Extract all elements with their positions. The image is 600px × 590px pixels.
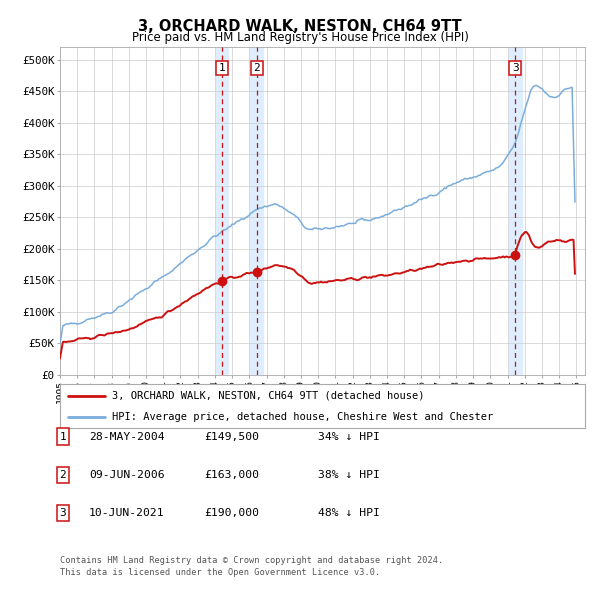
Text: 1: 1 <box>59 432 67 441</box>
Text: HPI: Average price, detached house, Cheshire West and Chester: HPI: Average price, detached house, Ches… <box>113 412 494 422</box>
Text: 2: 2 <box>254 63 260 73</box>
Text: Contains HM Land Registry data © Crown copyright and database right 2024.: Contains HM Land Registry data © Crown c… <box>60 556 443 565</box>
Bar <box>250 47 263 375</box>
Bar <box>509 47 521 375</box>
Text: 3, ORCHARD WALK, NESTON, CH64 9TT (detached house): 3, ORCHARD WALK, NESTON, CH64 9TT (detac… <box>113 391 425 401</box>
Text: 34% ↓ HPI: 34% ↓ HPI <box>318 432 380 441</box>
Text: £149,500: £149,500 <box>204 432 259 441</box>
Text: 28-MAY-2004: 28-MAY-2004 <box>89 432 164 441</box>
Text: 2: 2 <box>59 470 67 480</box>
Text: This data is licensed under the Open Government Licence v3.0.: This data is licensed under the Open Gov… <box>60 568 380 576</box>
Text: 3, ORCHARD WALK, NESTON, CH64 9TT: 3, ORCHARD WALK, NESTON, CH64 9TT <box>138 19 462 34</box>
Text: Price paid vs. HM Land Registry's House Price Index (HPI): Price paid vs. HM Land Registry's House … <box>131 31 469 44</box>
Text: 10-JUN-2021: 10-JUN-2021 <box>89 509 164 518</box>
Text: £190,000: £190,000 <box>204 509 259 518</box>
Text: 09-JUN-2006: 09-JUN-2006 <box>89 470 164 480</box>
Text: 1: 1 <box>218 63 226 73</box>
Text: 38% ↓ HPI: 38% ↓ HPI <box>318 470 380 480</box>
Text: 48% ↓ HPI: 48% ↓ HPI <box>318 509 380 518</box>
Text: 3: 3 <box>59 509 67 518</box>
Text: £163,000: £163,000 <box>204 470 259 480</box>
Bar <box>215 47 229 375</box>
Text: 3: 3 <box>512 63 518 73</box>
